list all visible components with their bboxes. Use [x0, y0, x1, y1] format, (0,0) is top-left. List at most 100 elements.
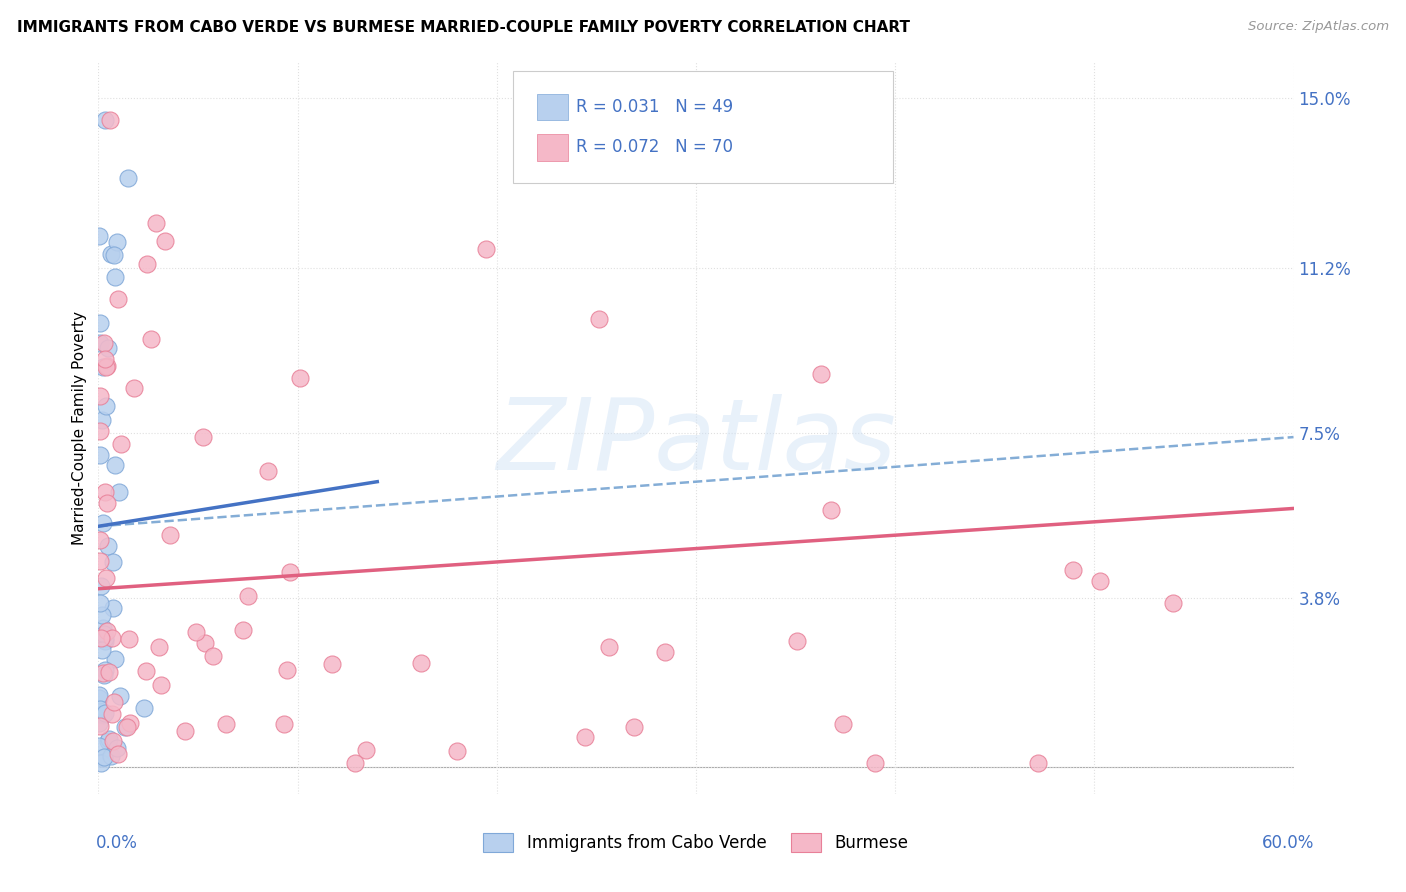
Point: [90, 751, 112, 765]
Point: [863, 756, 886, 770]
Point: [91, 516, 114, 530]
Point: [94, 400, 117, 414]
Point: [91, 360, 114, 375]
Point: [574, 731, 596, 745]
Point: [236, 589, 259, 603]
Point: [100, 247, 122, 261]
Text: IMMIGRANTS FROM CABO VERDE VS BURMESE MARRIED-COUPLE FAMILY POVERTY CORRELATION : IMMIGRANTS FROM CABO VERDE VS BURMESE MA…: [17, 20, 910, 35]
Point: [98, 732, 121, 747]
Point: [98, 665, 121, 680]
Point: [103, 601, 125, 615]
Point: [117, 171, 139, 186]
Point: [89, 719, 111, 733]
Point: [91, 707, 114, 722]
Point: [98, 113, 121, 128]
Point: [96, 359, 118, 373]
Point: [94, 631, 117, 645]
Point: [122, 381, 145, 395]
Point: [107, 292, 129, 306]
Text: 60.0%: 60.0%: [1263, 834, 1315, 852]
Point: [145, 216, 167, 230]
Point: [141, 332, 163, 346]
Point: [446, 744, 468, 758]
Point: [105, 235, 128, 249]
Point: [184, 624, 207, 639]
Point: [108, 690, 131, 704]
Point: [475, 242, 498, 256]
Point: [588, 312, 610, 326]
Point: [97, 734, 120, 748]
Point: [89, 702, 111, 716]
Point: [93, 750, 115, 764]
Point: [90, 578, 112, 592]
Point: [108, 484, 131, 499]
Point: [103, 248, 125, 262]
Legend: Immigrants from Cabo Verde, Burmese: Immigrants from Cabo Verde, Burmese: [477, 827, 915, 859]
Point: [89, 316, 111, 330]
Point: [91, 621, 114, 635]
Point: [103, 695, 125, 709]
Point: [107, 747, 129, 761]
Point: [105, 741, 128, 756]
Text: R = 0.031   N = 49: R = 0.031 N = 49: [576, 98, 734, 116]
Point: [135, 664, 157, 678]
Point: [93, 667, 115, 681]
Point: [1062, 563, 1084, 577]
Point: [104, 269, 127, 284]
Point: [100, 707, 122, 722]
Point: [654, 645, 676, 659]
Point: [96, 624, 118, 639]
Point: [1161, 596, 1184, 610]
Point: [89, 554, 111, 568]
Point: [114, 720, 136, 734]
Point: [91, 412, 114, 426]
Point: [598, 640, 620, 654]
Point: [89, 739, 111, 753]
Point: [232, 624, 254, 638]
Point: [1026, 756, 1049, 770]
Point: [94, 352, 117, 367]
Point: [110, 437, 132, 451]
Point: [93, 627, 115, 641]
Point: [89, 389, 111, 403]
Point: [149, 678, 172, 692]
Point: [91, 643, 114, 657]
Point: [89, 691, 111, 706]
Point: [273, 717, 295, 731]
Point: [93, 336, 115, 351]
Point: [191, 430, 214, 444]
Point: [101, 734, 124, 748]
Point: [96, 496, 118, 510]
Point: [89, 596, 111, 610]
Text: 0.0%: 0.0%: [96, 834, 138, 852]
Point: [201, 649, 224, 664]
Point: [94, 571, 117, 585]
Point: [832, 717, 855, 731]
Point: [100, 749, 122, 764]
Point: [215, 717, 238, 731]
Point: [87, 688, 110, 702]
Point: [135, 257, 157, 271]
Point: [623, 720, 645, 734]
Point: [89, 715, 111, 730]
Point: [117, 720, 139, 734]
Point: [94, 359, 117, 374]
Point: [820, 503, 842, 517]
Point: [90, 756, 112, 770]
Point: [810, 368, 832, 382]
Text: Source: ZipAtlas.com: Source: ZipAtlas.com: [1249, 20, 1389, 33]
Point: [173, 724, 195, 739]
Point: [101, 555, 124, 569]
Point: [94, 484, 117, 499]
Point: [118, 632, 141, 646]
Point: [153, 234, 176, 248]
Point: [89, 424, 111, 438]
Point: [93, 634, 115, 648]
Y-axis label: Married-Couple Family Poverty: Married-Couple Family Poverty: [72, 311, 87, 545]
Point: [89, 336, 111, 351]
Point: [321, 657, 343, 671]
Point: [89, 449, 111, 463]
Point: [100, 632, 122, 646]
Point: [343, 756, 366, 770]
Point: [148, 640, 170, 654]
